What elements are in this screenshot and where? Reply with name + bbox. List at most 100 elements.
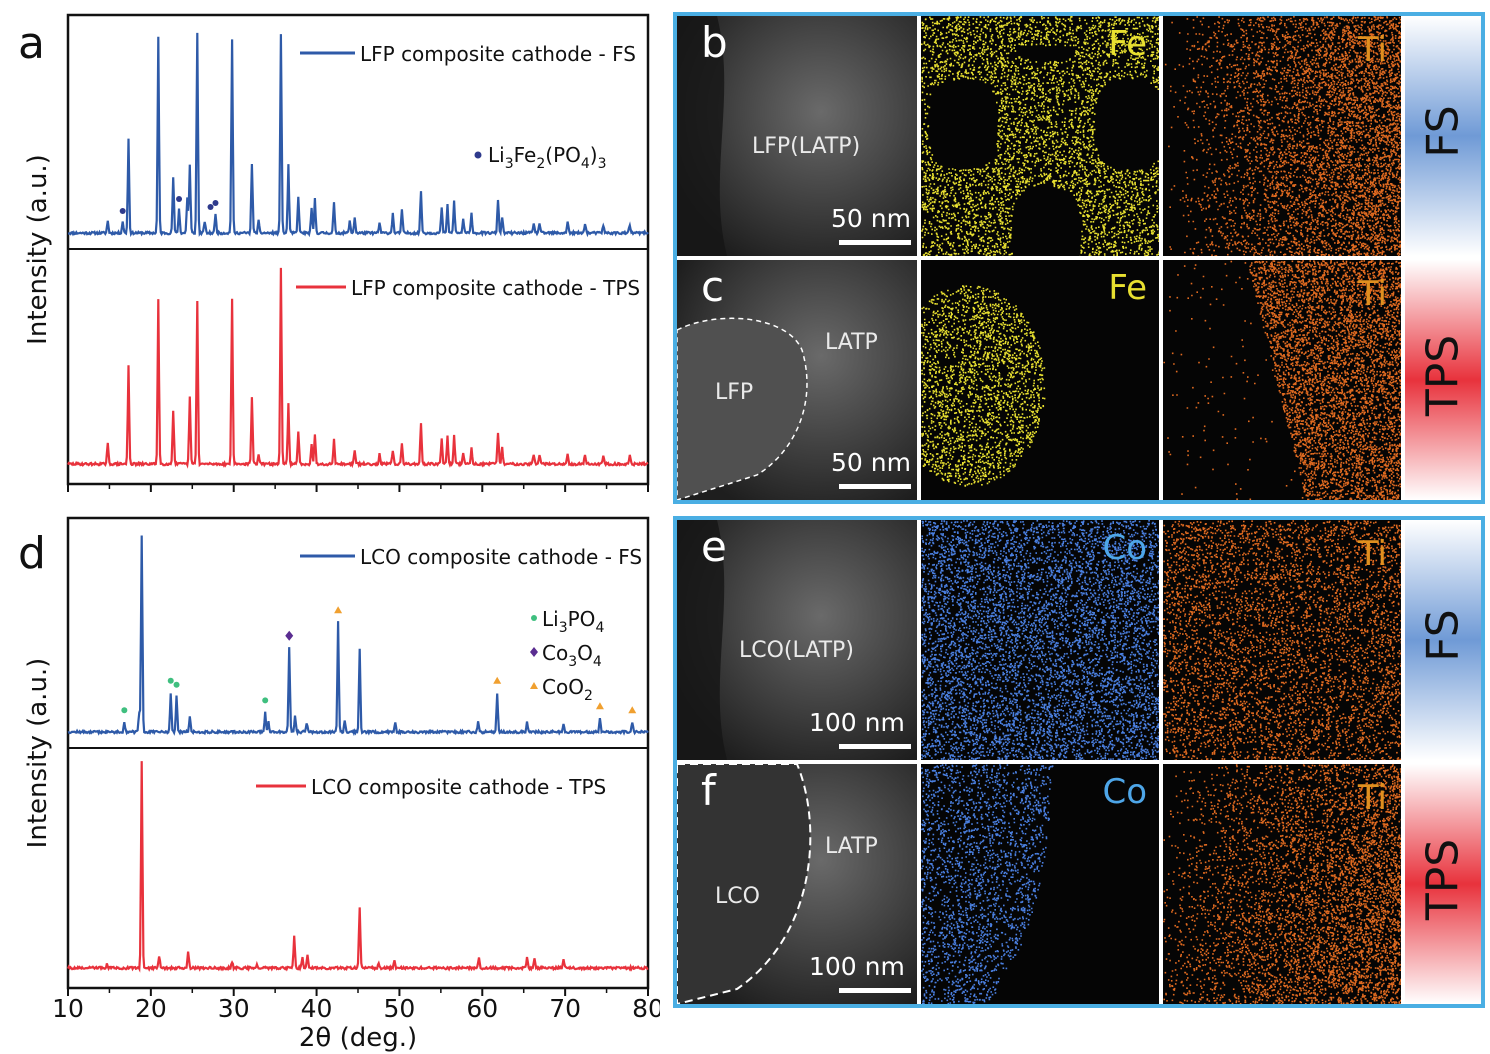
eds-map-dots (1164, 16, 1401, 256)
element-label-co-f: Co (1102, 772, 1147, 812)
impurity-legend-label-t2: Fe (514, 143, 537, 167)
micrograph-letter-c: c (701, 262, 725, 311)
phase-marker (173, 681, 180, 688)
x-tick-label: 80 (632, 994, 660, 1023)
eds-map-dots (921, 285, 1046, 487)
grain-boundary (677, 764, 812, 1004)
haadf-texture (677, 260, 917, 500)
eds-map-dots (1163, 520, 1401, 760)
eds-signal (1163, 260, 1401, 500)
eds-signal (1164, 16, 1401, 256)
phase-marker (285, 630, 294, 641)
element-label-fe-b: Fe (1108, 24, 1147, 64)
marker-legend-symbol (530, 647, 538, 657)
legend-label-tps: LCO composite cathode - TPS (311, 775, 606, 799)
phase-marker (595, 702, 604, 710)
marker-legend-label: CoO2 (542, 675, 593, 704)
legend-label-tps: LFP composite cathode - TPS (351, 276, 640, 300)
marker-legend-label-t2: O (577, 641, 593, 665)
eds-map-ti-b: Ti (1163, 16, 1401, 256)
phase-label-core-c: LFP (715, 380, 754, 405)
legend-label-fs: LFP composite cathode - FS (360, 42, 636, 66)
x-tick-label: 40 (301, 994, 333, 1023)
x-tick-label: 60 (466, 994, 498, 1023)
haadf-image-b: b LFP(LATP) 50 nm (677, 16, 917, 256)
element-label-ti-e: Ti (1357, 534, 1387, 574)
panel-letter-d: d (18, 528, 46, 579)
marker-legend-symbol (531, 615, 537, 621)
impurity-marker (119, 208, 126, 214)
xrd-plot-a: Intensity (a.u.) LFP composite cathode - … (23, 13, 650, 492)
phase-label-shell-c: LATP (825, 330, 878, 355)
eds-signal (921, 764, 1054, 1004)
x-tick-label: 10 (52, 994, 84, 1023)
eds-map-ti-c: Ti (1163, 260, 1401, 500)
condition-label-f: TPS (1417, 838, 1469, 921)
marker-legend-label-s2: 4 (595, 620, 604, 636)
micrograph-letter-b: b (701, 18, 728, 67)
x-tick-label: 20 (135, 994, 167, 1023)
phase-marker (628, 706, 637, 714)
impurity-marker (207, 204, 214, 210)
haadf-texture (677, 764, 917, 1004)
marker-legend-label-t2: PO (568, 607, 596, 631)
impurity-legend-label-t4: ) (590, 143, 598, 167)
dark-edge (677, 520, 727, 760)
phase-marker (262, 697, 269, 704)
marker-legend-symbol (530, 682, 538, 689)
eds-map-co-e: Co (921, 520, 1159, 760)
scale-label-f: 100 nm (809, 952, 905, 981)
x-tick-label: 70 (549, 994, 581, 1023)
condition-strip-b: FS (1405, 16, 1481, 256)
haadf-image-f: f LCO LATP 100 nm (677, 764, 917, 1004)
impurity-legend-label-s2: 2 (536, 156, 545, 172)
haadf-image-c: c LFP LATP 50 nm (677, 260, 917, 500)
scale-bar-c (839, 484, 911, 489)
impurity-marker (176, 196, 183, 202)
element-label-ti-c: Ti (1357, 274, 1387, 314)
condition-strip-f: TPS (1405, 764, 1481, 1004)
phase-marker (121, 707, 128, 714)
y-axis-label: Intensity (a.u.) (23, 154, 53, 345)
series-line-fs (67, 535, 649, 737)
x-axis-label: 2θ (deg.) (299, 1023, 417, 1053)
condition-label-e: FS (1417, 609, 1469, 662)
eds-map-dots (921, 764, 1054, 1004)
y-axis-label: Intensity (a.u.) (23, 658, 53, 849)
condition-strip-e: FS (1405, 520, 1481, 760)
series-line-fs (67, 32, 649, 238)
scale-bar-b (839, 240, 911, 245)
micrograph-frame-bottom (673, 516, 1485, 1008)
eds-signal (1163, 520, 1401, 760)
micrograph-letter-e: e (701, 522, 727, 571)
element-label-ti-b: Ti (1357, 30, 1387, 70)
scale-bar-f (839, 988, 911, 993)
impurity-legend-label-s1: 3 (505, 156, 514, 172)
phase-label-core-f: LCO (715, 884, 760, 909)
haadf-texture (677, 520, 917, 760)
impurity-legend-label-t3: (PO (545, 143, 581, 167)
grain-boundary (677, 317, 808, 500)
phase-marker (167, 677, 174, 684)
marker-legend-label-s2: 4 (593, 654, 602, 670)
eds-map-dots (1163, 260, 1401, 500)
phase-marker (493, 676, 502, 684)
marker-legend-label-s1: 2 (584, 688, 593, 704)
marker-legend-label: Li3PO4 (542, 607, 604, 636)
eds-map-dots (921, 16, 1159, 256)
impurity-legend-label: Li3Fe2(PO4)3 (488, 143, 607, 172)
scale-label-c: 50 nm (831, 448, 911, 477)
element-label-co-e: Co (1102, 528, 1147, 568)
impurity-legend-dot (474, 151, 482, 159)
eds-signal (1163, 764, 1401, 1004)
eds-signal (921, 520, 1159, 760)
plot-frame (66, 516, 650, 990)
xrd-figure: Intensity (a.u.) LFP composite cathode - … (23, 13, 660, 1053)
phase-marker (334, 606, 343, 614)
condition-strip-c: TPS (1405, 260, 1481, 500)
marker-legend-label: Co3O4 (542, 641, 602, 670)
marker-legend-label-t1: Co (542, 641, 568, 665)
impurity-legend-label-s4: 3 (598, 156, 607, 172)
marker-legend-label-s1: 3 (568, 654, 577, 670)
scale-bar-e (839, 744, 911, 749)
